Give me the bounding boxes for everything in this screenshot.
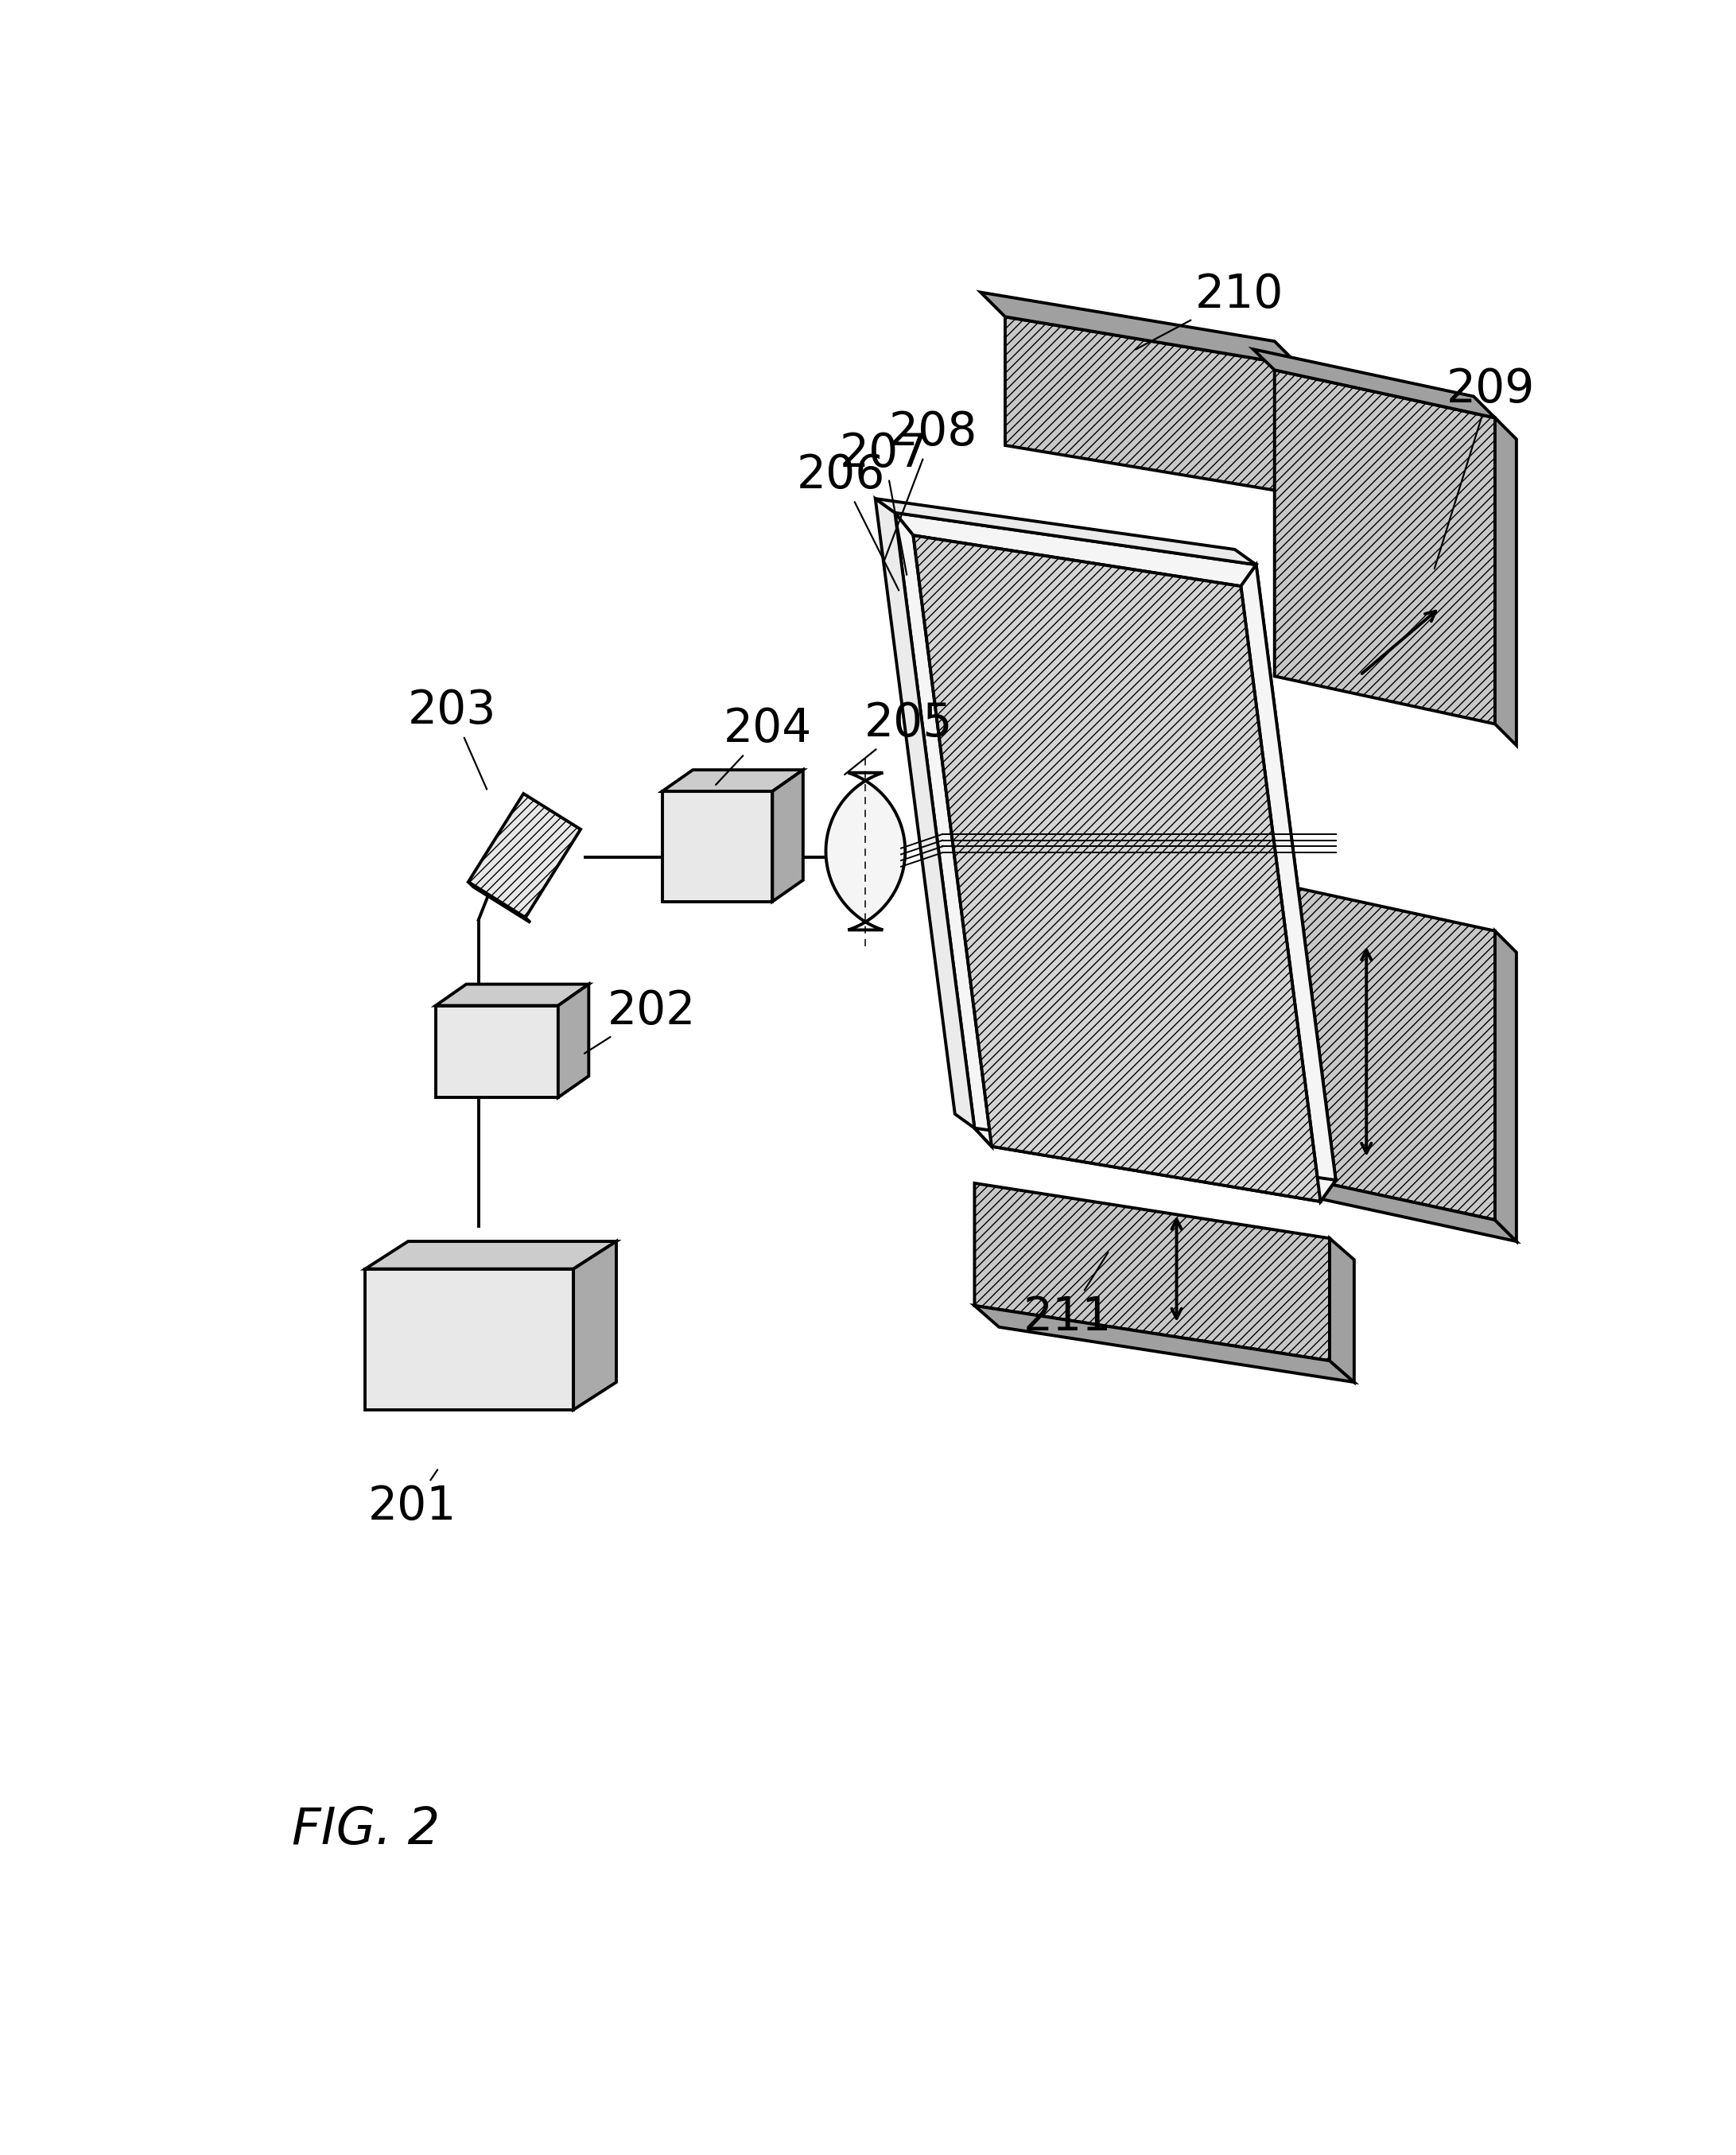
Polygon shape: [1274, 884, 1495, 1220]
Polygon shape: [913, 534, 1321, 1202]
Polygon shape: [974, 1127, 1335, 1202]
Text: 201: 201: [368, 1470, 457, 1530]
Text: 206: 206: [797, 453, 899, 590]
Text: 210: 210: [1135, 272, 1283, 349]
Polygon shape: [875, 498, 974, 1127]
Text: FIG. 2: FIG. 2: [292, 1806, 439, 1855]
Polygon shape: [1005, 317, 1299, 493]
Polygon shape: [1330, 1239, 1354, 1381]
Polygon shape: [661, 769, 804, 791]
Polygon shape: [894, 513, 991, 1146]
Polygon shape: [436, 1006, 557, 1097]
Polygon shape: [1274, 371, 1495, 724]
Text: 208: 208: [884, 409, 977, 562]
Polygon shape: [557, 985, 589, 1097]
Polygon shape: [436, 985, 589, 1006]
Polygon shape: [1274, 1172, 1517, 1241]
Text: 203: 203: [408, 687, 496, 789]
Polygon shape: [573, 1241, 616, 1409]
Polygon shape: [1253, 349, 1495, 418]
Text: 204: 204: [715, 707, 812, 784]
Polygon shape: [826, 774, 904, 931]
Polygon shape: [981, 293, 1299, 366]
Polygon shape: [469, 793, 580, 918]
Text: 209: 209: [1434, 366, 1535, 569]
Polygon shape: [1299, 366, 1323, 515]
Text: 211: 211: [1024, 1252, 1113, 1340]
Polygon shape: [773, 769, 804, 901]
Polygon shape: [875, 498, 1257, 565]
Polygon shape: [365, 1241, 616, 1269]
Polygon shape: [365, 1269, 573, 1409]
Polygon shape: [894, 513, 1257, 586]
Text: 205: 205: [845, 700, 953, 774]
Polygon shape: [661, 791, 773, 901]
Text: 207: 207: [840, 431, 929, 575]
Text: 202: 202: [585, 989, 696, 1054]
Polygon shape: [1495, 931, 1517, 1241]
Polygon shape: [894, 513, 1335, 1181]
Polygon shape: [469, 881, 529, 922]
Polygon shape: [974, 1306, 1354, 1381]
Polygon shape: [1241, 565, 1335, 1202]
Polygon shape: [1495, 418, 1517, 746]
Polygon shape: [974, 1183, 1330, 1360]
